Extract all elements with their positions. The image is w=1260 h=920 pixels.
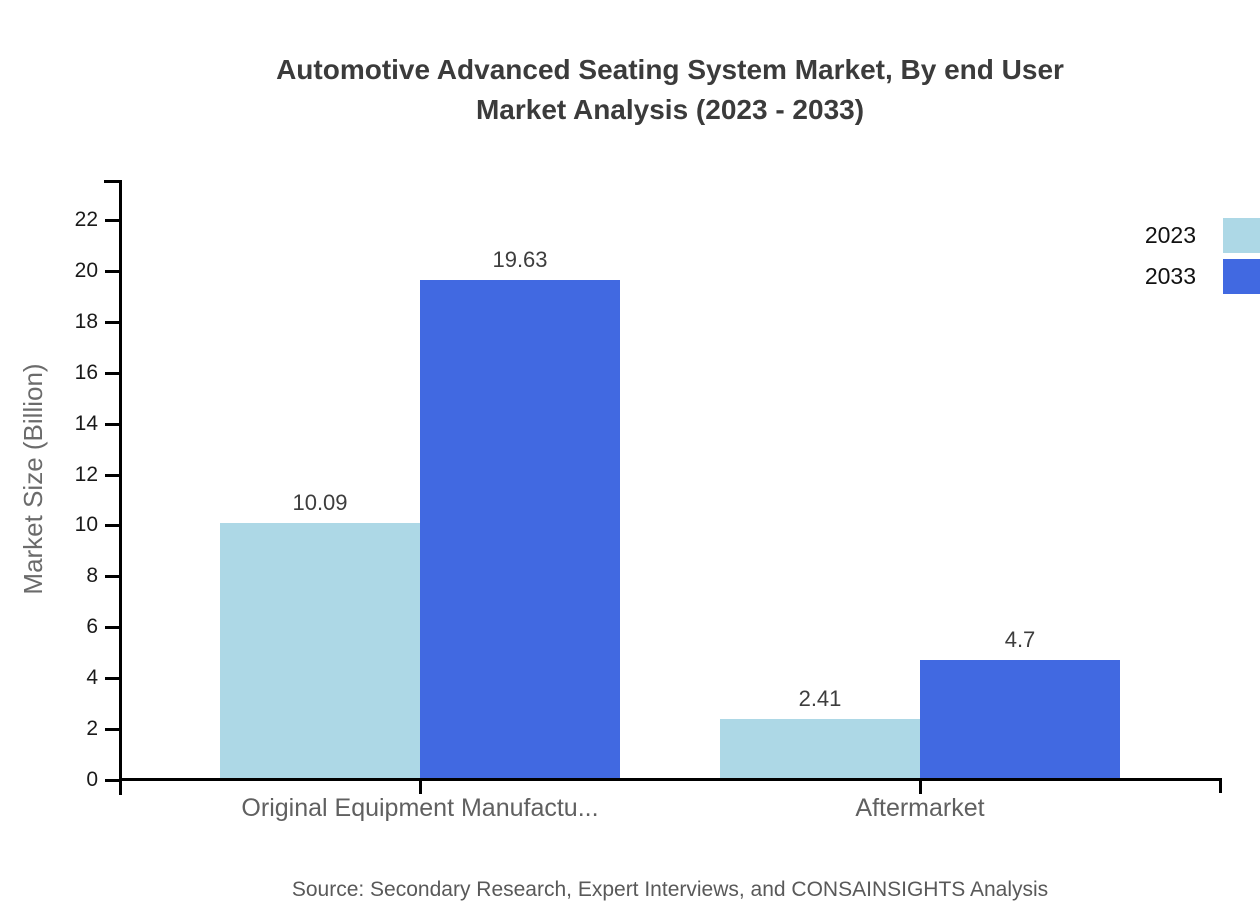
y-tick — [105, 677, 119, 680]
y-axis-top-cap — [104, 180, 119, 183]
chart-title-line1: Automotive Advanced Seating System Marke… — [276, 54, 1064, 85]
y-tick-label: 8 — [86, 564, 98, 587]
bar — [720, 719, 920, 780]
x-category-label: Aftermarket — [855, 794, 985, 822]
source-note: Source: Secondary Research, Expert Inter… — [291, 878, 1049, 901]
y-tick — [105, 728, 119, 731]
chart-title: Automotive Advanced Seating System Marke… — [80, 50, 1260, 130]
bar-value-label: 4.7 — [1004, 627, 1036, 652]
y-tick — [105, 524, 119, 527]
y-tick — [105, 372, 119, 375]
y-tick — [105, 219, 119, 222]
y-tick-label: 2 — [86, 717, 98, 740]
y-tick — [105, 474, 119, 477]
y-tick-label: 12 — [74, 463, 98, 486]
y-tick-label: 20 — [74, 259, 98, 282]
y-tick-label: 6 — [86, 615, 98, 638]
y-tick — [105, 575, 119, 578]
y-axis-line — [119, 180, 122, 795]
chart-title-line2: Market Analysis (2023 - 2033) — [475, 94, 865, 125]
y-tick-label: 18 — [74, 310, 98, 333]
x-tick — [919, 780, 922, 794]
x-axis-line — [119, 778, 1222, 781]
y-tick — [105, 270, 119, 273]
y-tick-label: 0 — [86, 768, 98, 791]
y-tick — [105, 321, 119, 324]
y-tick-label: 4 — [86, 666, 98, 689]
y-tick-label: 10 — [74, 513, 98, 536]
bar — [220, 523, 420, 780]
bar — [920, 660, 1120, 780]
bar — [420, 280, 620, 780]
x-axis-end-cap — [1219, 778, 1222, 793]
x-tick — [419, 780, 422, 794]
y-tick-label: 16 — [74, 361, 98, 384]
bar-value-label: 10.09 — [292, 490, 348, 515]
y-tick — [105, 423, 119, 426]
bar-value-label: 2.41 — [798, 686, 842, 711]
bar-value-label: 19.63 — [492, 247, 548, 272]
y-tick-label: 14 — [74, 412, 98, 435]
x-category-label: Original Equipment Manufactu... — [241, 794, 599, 822]
y-tick — [105, 626, 119, 629]
y-tick-label: 22 — [74, 208, 98, 231]
y-tick — [105, 779, 119, 782]
